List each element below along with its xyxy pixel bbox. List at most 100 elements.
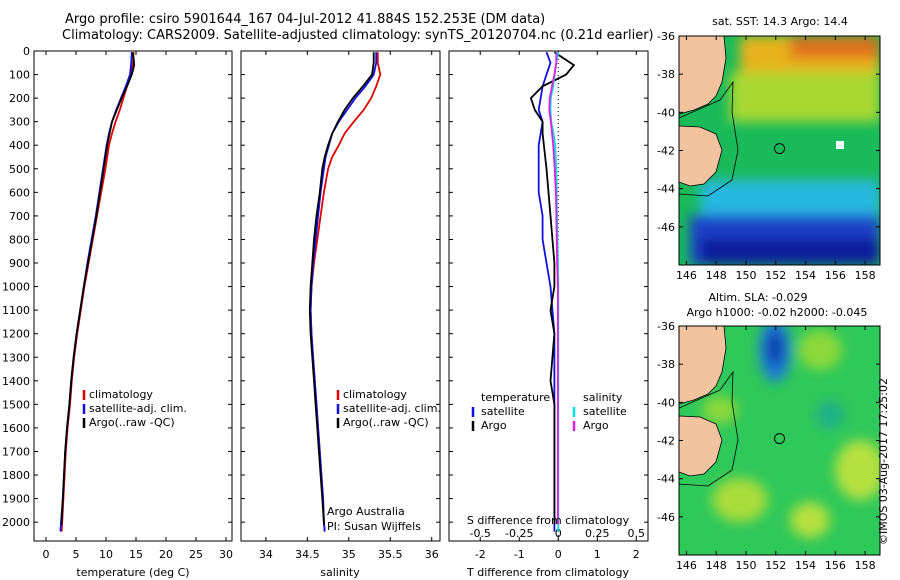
legend-label: Argo: [583, 419, 609, 432]
legend-label: satellite-adj. clim.: [89, 402, 187, 415]
x-tick-label: 5: [73, 548, 80, 561]
legend-label: Argo(..raw -QC): [343, 416, 429, 429]
map-y-tick-label: -46: [657, 221, 675, 234]
salinity-series: [308, 52, 382, 532]
temperature-panel: 0100200300400500600700800900100011001200…: [2, 45, 233, 579]
map-y-tick-label: -40: [657, 106, 675, 119]
tasmania-coast: [679, 125, 723, 187]
shelf-contour-sla: [679, 370, 739, 487]
difference-series: [529, 51, 576, 532]
difference-x-axis: -2 -1 0 1 2 -0.5 -0.25 0 0.25 0.5: [449, 50, 648, 561]
legend-heading: salinity: [583, 391, 623, 404]
difference-panel: -2 -1 0 1 2-0.5 -0.25 0 0.25 0.5 temperaturesate…: [448, 50, 649, 579]
temperature-x-axis: 0 5 10 15 20 25 30: [34, 50, 233, 561]
x-tick-label: -1: [514, 548, 525, 561]
legend-label: climatology: [89, 388, 153, 401]
x-tick-label: 34.5: [295, 548, 320, 561]
x-tick-label: 25: [189, 548, 203, 561]
s-diff-tick-label: 0: [555, 527, 562, 540]
argo-position-marker-sla: [774, 433, 785, 445]
t-difference-xlabel: T difference from climatology: [466, 566, 629, 579]
salinity-x-axis: 34 34.5 35 35.5 36: [241, 50, 440, 561]
depth-tick-label: 2000: [2, 516, 30, 529]
salinity-xlabel: salinity: [320, 566, 360, 579]
map-y-tick-label: -42: [657, 435, 675, 448]
sla-field: [679, 326, 880, 555]
depth-tick-label: 100: [9, 69, 30, 82]
temperature-series: [59, 52, 136, 532]
legend-label: satellite: [583, 405, 627, 418]
map-y-tick-label: -36: [657, 30, 675, 43]
depth-axis: 0 100 200 300 400 500 600 700 800 900 1000 1100 1200…: [2, 45, 30, 529]
x-tick-label: -2: [475, 548, 486, 561]
x-tick-label: 34: [259, 548, 273, 561]
figure-title-line2: Climatology: CARS2009. Satellite-adjuste…: [62, 28, 654, 43]
depth-tick-label: 1900: [2, 493, 30, 506]
legend-label: satellite: [481, 405, 525, 418]
series-line-argo-raw-qc-: [60, 52, 136, 525]
depth-tick-label: 1800: [2, 469, 30, 482]
difference-legend: temperaturesatelliteArgosalinitysatellit…: [471, 391, 627, 432]
x-tick-label: 0: [555, 548, 562, 561]
map-x-tick-label: 146: [676, 269, 697, 282]
x-tick-label: 20: [159, 548, 173, 561]
depth-tick-label: 1100: [2, 304, 30, 317]
map-x-tick-label: 156: [825, 269, 846, 282]
map-x-tick-label: 152: [765, 559, 786, 572]
series-line-t-argo: [529, 51, 576, 525]
map-x-tick-label: 156: [825, 559, 846, 572]
legend-heading: temperature: [481, 391, 550, 404]
sla-map-axes: 146 148 150 152 154 156 158 -36 -38 -40 -42 -44 -46: [657, 320, 880, 572]
depth-tick-label: 400: [9, 139, 30, 152]
depth-tick-label: 700: [9, 210, 30, 223]
depth-tick-label: 200: [9, 92, 30, 105]
map-y-tick-label: -44: [657, 183, 675, 196]
map-x-tick-label: 150: [736, 269, 757, 282]
depth-tick-label: 1400: [2, 375, 30, 388]
map-x-tick-label: 152: [765, 269, 786, 282]
depth-tick-label: 1500: [2, 398, 30, 411]
depth-tick-label: 1600: [2, 422, 30, 435]
map-y-tick-label: -44: [657, 473, 675, 486]
map-x-tick-label: 158: [855, 269, 876, 282]
difference-axes-box: [448, 50, 649, 542]
s-difference-xlabel: S difference from climatology: [467, 514, 630, 527]
depth-tick-label: 800: [9, 233, 30, 246]
series-line-argo-raw-qc-: [308, 52, 375, 525]
mainland-coast: [679, 36, 727, 115]
legend-label: Argo: [481, 419, 507, 432]
sst-map-axes: 146 148 150 152 154 156 158 -36 -38 -40 -42 -44 -46: [657, 30, 880, 282]
sla-map-subtitle: Argo h1000: -0.02 h2000: -0.045: [687, 306, 868, 319]
map-y-tick-label: -46: [657, 511, 675, 524]
s-diff-tick-label: -0.25: [505, 527, 533, 540]
argo-position-marker: [774, 143, 785, 155]
salinity-axes-box: [240, 50, 441, 542]
map-x-tick-label: 146: [676, 559, 697, 572]
credit-label: ©IMOS 03-Aug-2017 17:25:02: [877, 378, 890, 545]
series-line-s-argo: [548, 52, 559, 525]
x-tick-label: 30: [219, 548, 233, 561]
x-tick-label: 15: [129, 548, 143, 561]
x-tick-label: 10: [99, 548, 113, 561]
shelf-contour: [679, 80, 739, 197]
sst-map-panel: sat. SST: 14.3 Argo: 14.4 146 148 150 152 15…: [657, 15, 881, 282]
sla-map-panel: Altim. SLA: -0.029 Argo h1000: -0.02 h20…: [657, 291, 881, 572]
x-tick-label: 1: [594, 548, 601, 561]
mainland-coast-sla: [679, 326, 727, 405]
map-y-tick-label: -40: [657, 396, 675, 409]
map-y-tick-label: -42: [657, 145, 675, 158]
x-tick-label: 36: [425, 548, 439, 561]
x-tick-label: 2: [633, 548, 640, 561]
map-x-tick-label: 154: [795, 559, 816, 572]
s-diff-tick-label: 0.5: [628, 527, 646, 540]
depth-tick-label: 1200: [2, 328, 30, 341]
map-y-tick-label: -38: [657, 68, 675, 81]
x-tick-label: 35.5: [378, 548, 403, 561]
pi-label: PI: Susan Wijffels: [327, 520, 421, 533]
x-tick-label: 0: [43, 548, 50, 561]
tasmania-coast-sla: [679, 415, 723, 477]
map-x-tick-label: 154: [795, 269, 816, 282]
